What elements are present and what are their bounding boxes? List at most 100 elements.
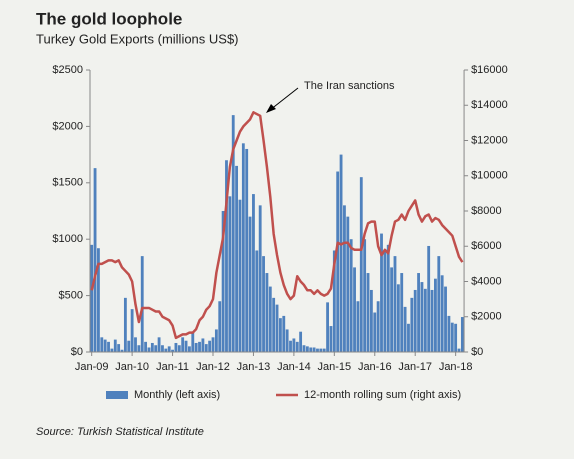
bar	[339, 154, 343, 352]
x-tick-label: Jan-11	[156, 361, 189, 373]
chart-subtitle: Turkey Gold Exports (millions US$)	[36, 31, 239, 46]
bar	[353, 267, 356, 352]
bar	[336, 171, 340, 352]
bar	[373, 312, 377, 352]
bar	[187, 346, 191, 352]
annotation: The Iran sanctions	[304, 80, 395, 92]
chart-title: The gold loophole	[36, 9, 182, 28]
x-tick-label: Jan-09	[75, 361, 109, 373]
bar	[241, 143, 245, 352]
bar	[299, 331, 303, 352]
legend-swatch	[106, 391, 128, 399]
bar	[302, 345, 306, 352]
bar	[413, 289, 417, 352]
bar	[423, 288, 427, 352]
y-tick-label: $1000	[52, 233, 83, 245]
bar	[278, 318, 282, 352]
bar	[393, 256, 397, 352]
bar	[147, 347, 151, 352]
bar	[204, 344, 208, 352]
bar	[417, 273, 420, 352]
bar	[134, 337, 137, 352]
bar	[177, 345, 181, 352]
bar	[150, 342, 154, 352]
bar	[198, 341, 201, 352]
bar	[316, 348, 319, 352]
bar	[444, 286, 447, 352]
legend-label: 12-month rolling sum (right axis)	[304, 389, 461, 401]
bar	[123, 297, 127, 352]
bar	[292, 338, 296, 352]
bar	[369, 289, 373, 352]
x-tick-label: Jan-17	[398, 361, 432, 373]
bar	[326, 302, 330, 352]
bar	[191, 332, 195, 352]
source: Source: Turkish Statistical Institute	[36, 426, 204, 438]
x-tick-label: Jan-15	[318, 361, 352, 373]
bar	[100, 337, 104, 352]
legend-label: Monthly (left axis)	[134, 389, 220, 401]
bar	[289, 340, 292, 352]
bar	[211, 337, 215, 352]
bar	[225, 160, 228, 352]
bar	[140, 256, 144, 352]
y-tick-label: $2500	[52, 64, 83, 76]
bar	[228, 196, 232, 352]
bar	[380, 233, 383, 352]
bar	[208, 340, 212, 352]
bar	[440, 275, 444, 352]
bar	[386, 244, 390, 352]
x-tick-label: Jan-16	[358, 361, 392, 373]
bar	[430, 289, 434, 352]
bar	[161, 345, 164, 352]
bar	[329, 326, 333, 352]
arrow-head	[266, 104, 276, 113]
x-tick-label: Jan-14	[277, 361, 311, 373]
line	[90, 111, 464, 340]
bar	[319, 348, 323, 352]
bar	[447, 315, 451, 352]
bar	[376, 301, 380, 352]
bar	[167, 346, 171, 352]
bar	[272, 297, 276, 352]
bar	[420, 282, 424, 352]
bar	[268, 286, 272, 352]
bar	[275, 304, 279, 352]
bar	[312, 347, 316, 352]
bar	[366, 273, 370, 352]
bar	[258, 205, 262, 352]
y2-tick-label: $6000	[471, 240, 502, 252]
bar	[282, 315, 286, 352]
bar	[460, 317, 464, 352]
bar	[144, 341, 148, 352]
bar	[343, 205, 346, 352]
bar	[407, 323, 410, 352]
bar	[110, 348, 114, 352]
bar	[434, 278, 437, 352]
x-tick-label: Jan-12	[196, 361, 230, 373]
bar	[113, 339, 117, 352]
bar	[322, 348, 326, 352]
bar	[174, 342, 178, 352]
y2-tick-label: $2000	[471, 311, 502, 323]
bar	[221, 211, 225, 352]
bar	[346, 216, 350, 352]
bar	[396, 284, 400, 352]
y2-tick-label: $14000	[471, 99, 508, 111]
y2-tick-label: $8000	[471, 205, 502, 217]
bar	[238, 199, 242, 352]
bar	[164, 348, 168, 352]
bar	[103, 339, 107, 352]
bar	[332, 250, 336, 352]
y2-tick-label: $12000	[471, 134, 508, 146]
bar	[349, 239, 353, 352]
bar	[107, 341, 110, 352]
bar	[390, 267, 394, 352]
bar	[295, 341, 299, 352]
bar	[454, 323, 458, 352]
y2-tick-label: $0	[471, 346, 483, 358]
annotation-arrow	[269, 87, 299, 111]
bar	[403, 306, 407, 352]
bar	[450, 322, 454, 352]
